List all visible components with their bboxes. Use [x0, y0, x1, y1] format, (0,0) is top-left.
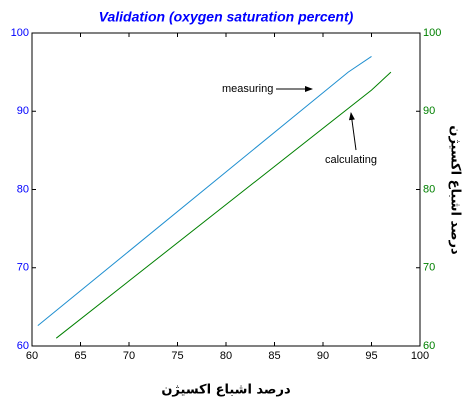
y-tick-label: 70: [17, 262, 29, 274]
legend-label: calculating: [325, 154, 377, 166]
plot-frame: [31, 32, 421, 347]
y-tick-label: 60: [17, 340, 29, 352]
line-series: [55, 71, 392, 339]
legend-label: measuring: [222, 83, 273, 95]
y2-tick-label: 80: [423, 183, 435, 195]
y2-tick-label: 60: [423, 340, 435, 352]
y2-axis-label: درصد اشباع اکسیژن: [448, 125, 463, 255]
annotation-arrow: [348, 112, 357, 151]
x-tick-label: 95: [365, 350, 377, 362]
x-tick-label: 70: [123, 350, 135, 362]
y-tick-label: 80: [17, 183, 29, 195]
y2-tick-label: 70: [423, 262, 435, 274]
line-series: [37, 56, 372, 327]
y2-tick-label: 90: [423, 105, 435, 117]
x-axis-label: درصد اشباع اکسیژن: [161, 383, 291, 398]
x-tick-label: 60: [26, 350, 38, 362]
y-tick-label: 100: [11, 27, 29, 39]
x-tick-label: 85: [268, 350, 280, 362]
y2-tick-label: 100: [423, 27, 441, 39]
chart-title: Validation (oxygen saturation percent): [99, 9, 354, 25]
x-tick-label: 65: [74, 350, 86, 362]
y-tick-label: 90: [17, 105, 29, 117]
x-tick-label: 80: [220, 350, 232, 362]
x-tick-label: 75: [171, 350, 183, 362]
x-tick-label: 90: [317, 350, 329, 362]
x-tick-label: 100: [411, 350, 429, 362]
